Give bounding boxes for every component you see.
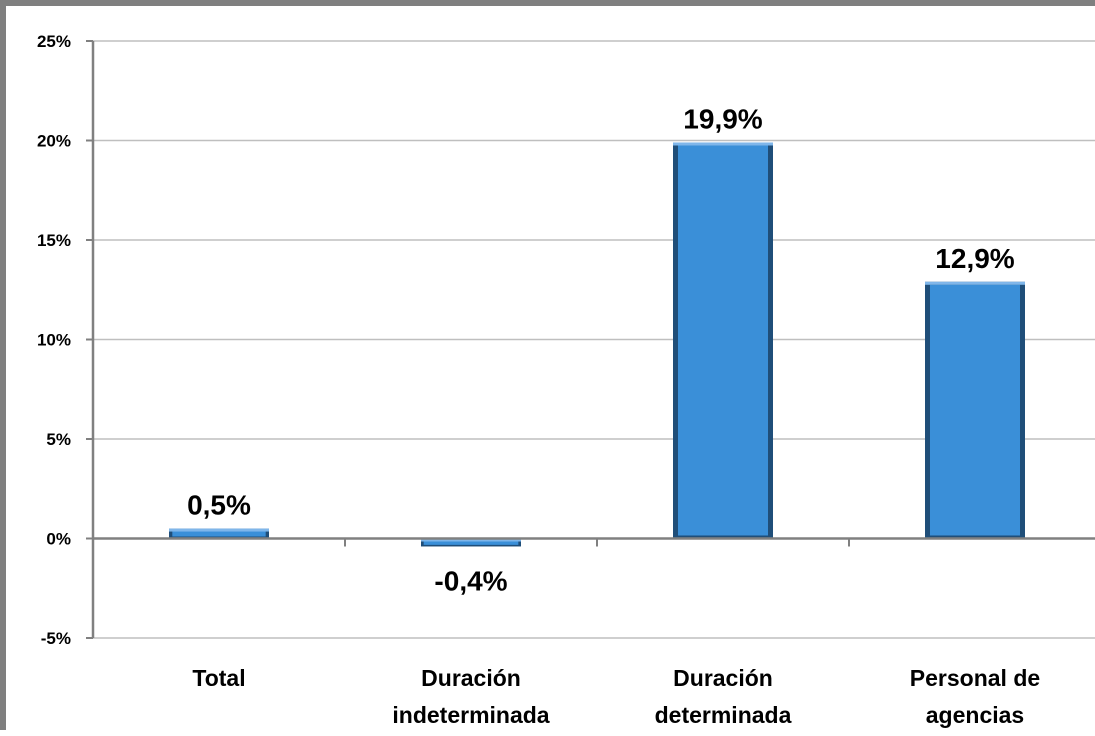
bar-highlight [169, 528, 269, 532]
bar-face [678, 145, 768, 536]
x-tick-label-line: agencias [926, 702, 1024, 728]
bar [673, 142, 773, 539]
y-tick-label: 0% [46, 530, 71, 549]
bar-face [423, 540, 519, 545]
data-label: 0,5% [187, 490, 251, 521]
x-tick-label: Total [192, 665, 245, 691]
bar-highlight [925, 281, 1025, 285]
data-label: -0,4% [434, 565, 507, 596]
bar-highlight [673, 142, 773, 146]
bar [421, 538, 521, 547]
bar-highlight [421, 538, 521, 542]
bar [169, 528, 269, 539]
x-tick-label: Personal de agencias [910, 665, 1040, 728]
x-tick-label-line: Personal de [910, 665, 1040, 691]
x-tick-label-line: Duración [421, 665, 521, 691]
labels: -5% 0% 5% 10% 15% 20% 25% 0,5% Total -0,4% Duració… [37, 32, 1040, 728]
bar-face [930, 284, 1020, 536]
y-tick-label: 25% [37, 32, 71, 51]
x-tick-label: Duración indeterminada [392, 665, 549, 728]
bars [169, 142, 1025, 547]
bar-chart: -5% 0% 5% 10% 15% 20% 25% 0,5% Total -0,4% Duració… [37, 32, 1095, 728]
x-tick-label-line: Duración [673, 665, 773, 691]
x-tick-label: Duración determinada [655, 665, 792, 728]
y-tick-label: 5% [46, 430, 71, 449]
x-tick-label-line: determinada [655, 702, 792, 728]
y-tick-label: 10% [37, 331, 71, 350]
y-tick-label: 15% [37, 231, 71, 250]
axes [86, 40, 1095, 639]
bar [925, 281, 1025, 539]
bar-face [172, 530, 266, 537]
y-tick-label: 20% [37, 132, 71, 151]
x-tick-label-line: Total [192, 665, 245, 691]
data-label: 19,9% [683, 103, 762, 134]
gridlines [93, 40, 1095, 639]
x-tick-label-line: indeterminada [392, 702, 549, 728]
y-tick-label: -5% [41, 629, 71, 648]
data-label: 12,9% [935, 243, 1014, 274]
